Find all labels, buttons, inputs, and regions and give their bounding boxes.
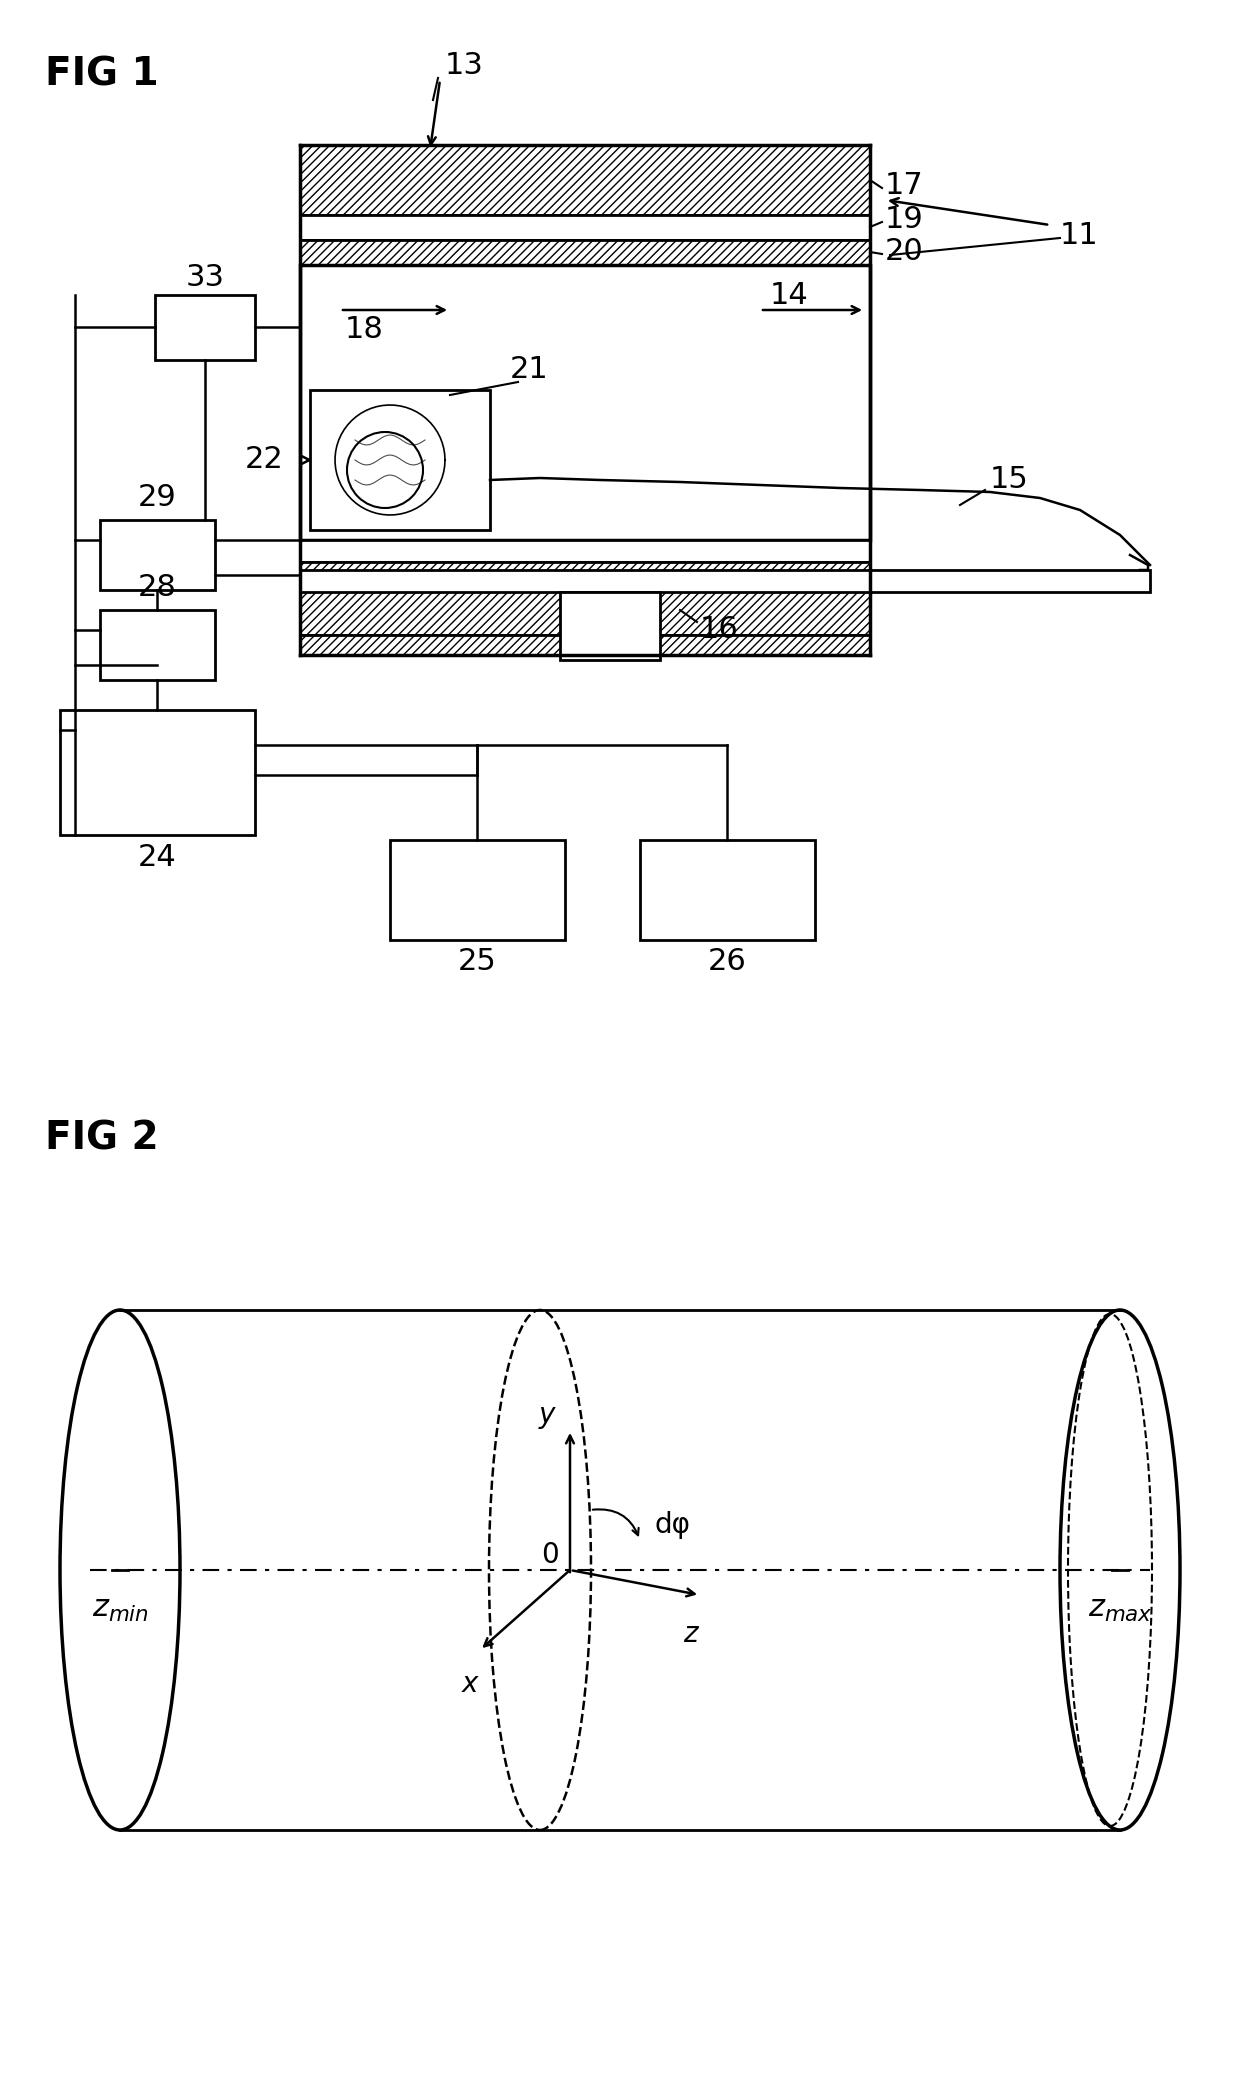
Bar (300, 240, 870, 265)
Bar (100, 611, 215, 679)
Text: $z_{max}$: $z_{max}$ (1087, 1596, 1152, 1626)
Text: 28: 28 (138, 573, 176, 602)
Bar (300, 636, 870, 654)
Text: 11: 11 (1060, 221, 1099, 250)
Text: 19: 19 (885, 206, 924, 235)
Bar (60, 711, 255, 836)
Text: FIG 2: FIG 2 (45, 1119, 159, 1159)
Bar (640, 840, 815, 940)
Bar (300, 146, 870, 215)
Text: 22: 22 (246, 446, 284, 475)
Bar (300, 215, 870, 240)
Bar (300, 265, 870, 540)
Text: 33: 33 (186, 263, 224, 292)
Text: $z_{min}$: $z_{min}$ (92, 1596, 149, 1626)
Text: 18: 18 (345, 315, 384, 344)
Bar (560, 592, 660, 661)
Bar (300, 540, 870, 563)
Text: 15: 15 (990, 465, 1029, 494)
Text: 26: 26 (708, 948, 746, 977)
Text: 29: 29 (138, 483, 176, 513)
Text: 0: 0 (541, 1540, 559, 1569)
Bar (310, 390, 490, 529)
Text: 17: 17 (885, 171, 924, 200)
Text: 20: 20 (885, 238, 924, 267)
Text: 13: 13 (445, 50, 484, 79)
Text: 14: 14 (770, 281, 808, 311)
Text: 21: 21 (510, 356, 549, 386)
Text: z: z (683, 1619, 697, 1648)
Text: 25: 25 (458, 948, 496, 977)
Bar (300, 563, 870, 636)
Bar (155, 296, 255, 361)
Bar (100, 521, 215, 590)
Text: 24: 24 (138, 842, 176, 871)
Text: y: y (538, 1400, 556, 1430)
Text: x: x (461, 1669, 479, 1698)
Text: FIG 1: FIG 1 (45, 54, 159, 94)
Bar (391, 840, 565, 940)
Text: 16: 16 (701, 615, 739, 644)
Text: dφ: dφ (655, 1511, 691, 1538)
Bar (300, 571, 1149, 592)
